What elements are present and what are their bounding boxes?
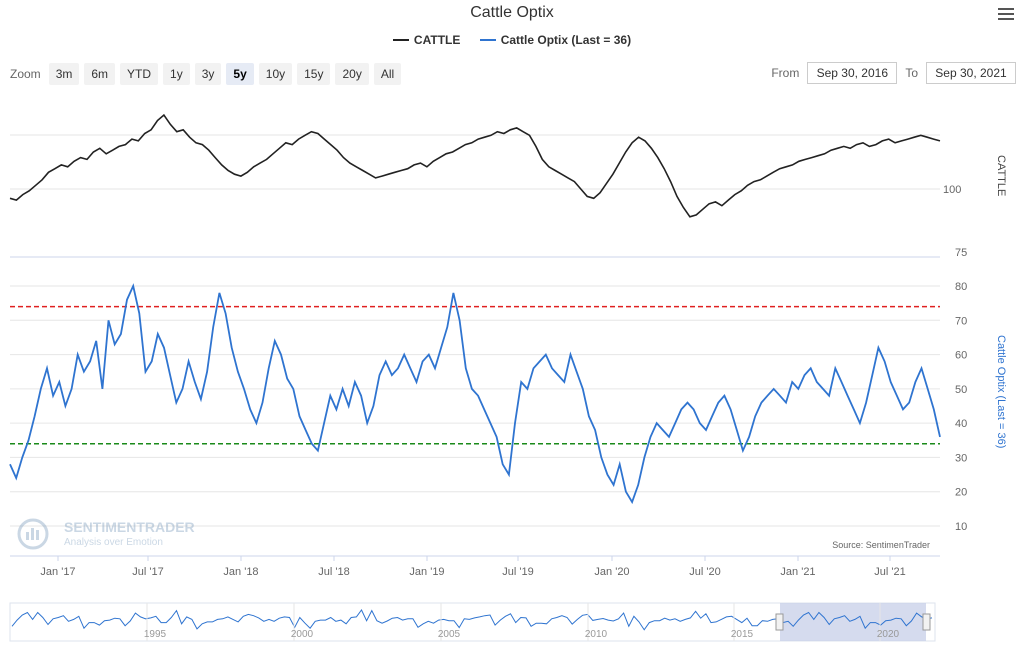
legend-item-cattle[interactable]: CATTLE [392, 33, 461, 47]
x-tick-label: Jan '21 [780, 566, 815, 578]
zoom-button-3m[interactable]: 3m [48, 63, 80, 85]
optix-series-line [9, 283, 941, 505]
y-tick-label-lower: 70 [955, 315, 967, 327]
zoom-toolbar: Zoom 3m 6m YTD 1y 3y 5y 10y 15y 20y All [10, 63, 406, 85]
legend-label-optix: Cattle Optix (Last = 36) [500, 33, 632, 47]
reference-lines [10, 305, 940, 445]
zoom-button-10y[interactable]: 10y [258, 63, 293, 85]
legend-swatch-optix [479, 39, 496, 41]
source-annotation: Source: SentimenTrader [832, 540, 930, 550]
y-tick-label-lower: 75 [955, 247, 967, 259]
watermark-tagline: Analysis over Emotion [64, 537, 163, 548]
grid [10, 134, 940, 527]
navigator-handle-left[interactable] [775, 613, 784, 631]
navigator[interactable]: 1995 2000 2005 2010 2015 2020 [9, 602, 936, 642]
y-tick-label-upper: 100 [943, 184, 961, 196]
chart-title: Cattle Optix [470, 4, 554, 21]
x-tick-label: Jul '19 [502, 566, 533, 578]
zoom-button-3y[interactable]: 3y [194, 63, 222, 85]
navigator-tick-label: 2010 [585, 629, 608, 640]
navigator-tick-label: 2000 [291, 629, 314, 640]
from-date-input[interactable]: Sep 30, 2016 [807, 62, 898, 84]
zoom-button-ytd[interactable]: YTD [120, 63, 159, 85]
date-range: From Sep 30, 2016 To Sep 30, 2021 [771, 62, 1016, 84]
x-tick-label: Jan '20 [594, 566, 629, 578]
y-tick-label-lower: 30 [955, 452, 967, 464]
y-tick-label-lower: 60 [955, 350, 967, 362]
to-label: To [905, 66, 918, 80]
legend-item-optix[interactable]: Cattle Optix (Last = 36) [479, 33, 632, 47]
x-tick-label: Jan '17 [40, 566, 75, 578]
legend: CATTLE Cattle Optix (Last = 36) [0, 30, 1024, 47]
cattle-series-line [9, 113, 941, 218]
legend-label-cattle: CATTLE [413, 33, 461, 47]
zoom-button-15y[interactable]: 15y [297, 63, 331, 85]
x-tick-label: Jan '19 [409, 566, 444, 578]
y-axis-title-upper: CATTLE [995, 155, 1007, 196]
from-label: From [771, 66, 800, 80]
x-tick-label: Jul '18 [318, 566, 349, 578]
watermark-logo-icon [17, 518, 49, 550]
navigator-tick-label: 2020 [877, 629, 900, 640]
watermark: SENTIMENTRADER Analysis over Emotion [17, 518, 195, 550]
x-tick-label: Jul '21 [874, 566, 905, 578]
zoom-button-1y[interactable]: 1y [163, 63, 190, 85]
y-axis-title-lower: Cattle Optix (Last = 36) [995, 335, 1007, 448]
y-tick-label-lower: 80 [955, 281, 967, 293]
x-tick-label: Jan '18 [223, 566, 258, 578]
navigator-tick-label: 1995 [144, 629, 167, 640]
y-tick-label-lower: 20 [955, 487, 967, 499]
navigator-selection[interactable] [780, 603, 926, 641]
zoom-button-20y[interactable]: 20y [335, 63, 369, 85]
watermark-name: SENTIMENTRADER [64, 519, 195, 535]
legend-swatch-cattle [392, 39, 409, 41]
to-date-input[interactable]: Sep 30, 2021 [926, 62, 1016, 84]
x-tick-label: Jul '20 [689, 566, 720, 578]
hamburger-menu-icon[interactable] [998, 8, 1014, 22]
navigator-tick-label: 2005 [438, 629, 461, 640]
y-tick-label-lower: 40 [955, 418, 967, 430]
navigator-tick-label: 2015 [731, 629, 754, 640]
y-tick-label-lower: 10 [955, 521, 967, 533]
y-tick-label-lower: 50 [955, 384, 967, 396]
zoom-button-5y[interactable]: 5y [226, 63, 254, 85]
zoom-button-6m[interactable]: 6m [84, 63, 116, 85]
x-tick-label: Jul '17 [132, 566, 163, 578]
zoom-label: Zoom [10, 67, 41, 81]
zoom-button-all[interactable]: All [373, 63, 402, 85]
navigator-handle-right[interactable] [922, 613, 931, 631]
axes: Jan '17 Jul '17 Jan '18 Jul '18 Jan '19 Jul '… [10, 155, 1007, 578]
